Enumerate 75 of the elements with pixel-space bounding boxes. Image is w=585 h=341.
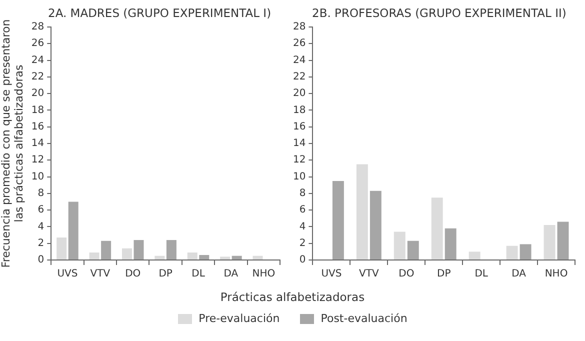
- bar: [356, 164, 368, 260]
- bar: [166, 240, 176, 260]
- y-tick-label: 0: [38, 254, 44, 266]
- chart-title: 2A. MADRES (GRUPO EXPERIMENTAL I): [48, 6, 272, 20]
- y-tick-label: 4: [299, 221, 306, 232]
- y-tick-label: 6: [38, 204, 44, 216]
- y-tick-label: 14: [31, 138, 44, 150]
- y-tick-label: 28: [292, 22, 306, 33]
- bar: [101, 240, 112, 260]
- y-tick-label: 16: [31, 121, 44, 132]
- x-tick-label: DP: [436, 268, 451, 280]
- bar: [220, 256, 230, 260]
- y-tick-label: 12: [292, 154, 306, 166]
- x-tick-label: DO: [125, 268, 141, 280]
- y-tick-label: 24: [292, 54, 306, 66]
- y-tick-label: 10: [31, 171, 44, 182]
- y-tick-label: 0: [299, 254, 306, 266]
- bar: [199, 255, 210, 260]
- y-tick-label: 24: [31, 54, 44, 66]
- y-tick-label: 12: [31, 154, 44, 166]
- y-tick-label: 18: [31, 104, 44, 116]
- bar: [122, 248, 132, 260]
- y-tick-label: 20: [292, 88, 306, 100]
- y-tick-label: 8: [299, 188, 306, 200]
- bar: [506, 246, 518, 260]
- x-tick-label: VTV: [359, 268, 379, 280]
- bar: [134, 240, 144, 260]
- bar: [332, 180, 344, 260]
- y-tick-label: 28: [31, 22, 44, 33]
- x-tick-label: NHO: [252, 268, 276, 280]
- y-tick-label: 18: [292, 104, 306, 116]
- bar: [187, 252, 198, 260]
- x-tick-label: DP: [158, 268, 172, 280]
- y-tick-label: 2: [38, 238, 44, 249]
- x-tick-label: UVS: [321, 268, 342, 280]
- bar: [431, 198, 443, 260]
- bar: [407, 240, 419, 260]
- y-tick-label: 8: [38, 188, 44, 200]
- bar: [68, 202, 78, 260]
- x-axis-title: Prácticas alfabetizadoras: [219, 290, 366, 304]
- x-tick-label: DO: [398, 268, 414, 280]
- bar: [544, 225, 556, 260]
- legend-label: Post-evaluación: [320, 312, 408, 325]
- bar: [468, 252, 480, 260]
- bar: [252, 256, 263, 260]
- bar: [557, 222, 569, 260]
- bar: [370, 190, 382, 260]
- bar: [89, 252, 100, 260]
- y-tick-label: 14: [292, 138, 306, 150]
- x-tick-label: DA: [224, 268, 238, 280]
- y-tick-label: 20: [31, 88, 44, 100]
- bar: [394, 232, 406, 260]
- y-tick-label: 4: [38, 221, 44, 232]
- x-tick-label: UVS: [57, 268, 78, 280]
- y-tick-label: 6: [299, 204, 306, 216]
- legend-label: Pre-evaluación: [198, 312, 280, 325]
- bar: [520, 244, 532, 260]
- y-axis-title: Frecuencia promedio con que se presentaron las prácticas alfabetizadoras: [0, 19, 26, 268]
- x-tick-label: DA: [512, 268, 526, 280]
- x-tick-label: DL: [192, 268, 206, 280]
- chart-title: 2B. PROFESORAS (GRUPO EXPERIMENTAL II): [312, 6, 566, 20]
- y-tick-label: 26: [31, 38, 44, 50]
- bar: [232, 256, 242, 260]
- x-tick-label: DL: [474, 268, 488, 280]
- y-tick-label: 10: [292, 171, 306, 182]
- y-tick-label: 16: [292, 121, 306, 132]
- bar: [56, 238, 67, 260]
- y-tick-label: 2: [299, 238, 306, 249]
- x-tick-label: VTV: [90, 268, 110, 280]
- y-tick-label: 26: [292, 38, 306, 50]
- bar: [444, 228, 456, 260]
- y-tick-label: 22: [31, 72, 44, 83]
- x-tick-label: NHO: [544, 268, 568, 280]
- bar: [154, 256, 165, 260]
- y-tick-label: 22: [292, 72, 306, 83]
